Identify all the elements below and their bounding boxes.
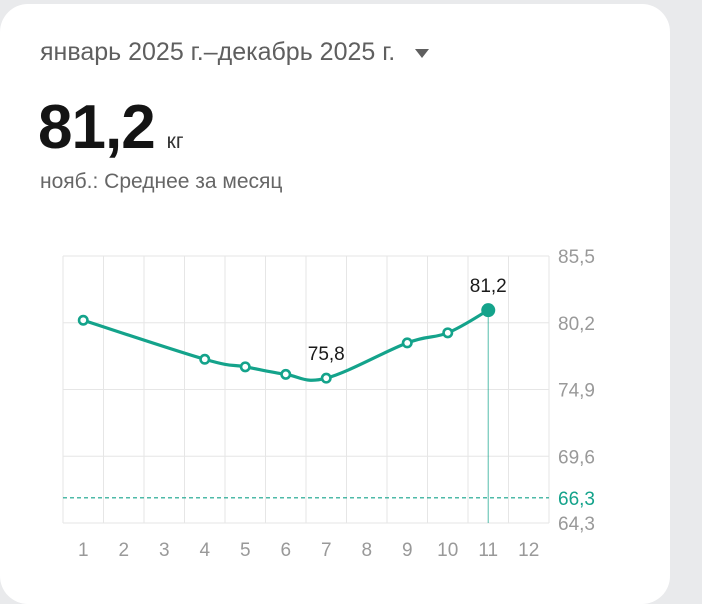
weight-summary-card: январь 2025 г.–декабрь 2025 г. 81,2 кг н…	[0, 4, 670, 604]
x-tick-label: 10	[437, 540, 458, 561]
period-selector[interactable]: январь 2025 г.–декабрь 2025 г.	[40, 38, 430, 67]
y-tick-label: 80,2	[558, 314, 595, 335]
value-row: 81,2 кг	[38, 92, 184, 163]
x-tick-label: 3	[159, 540, 170, 561]
data-point	[77, 314, 89, 326]
x-tick-label: 12	[518, 540, 539, 561]
x-tick-label: 11	[478, 540, 498, 561]
x-tick-label: 9	[402, 540, 413, 561]
x-tick-label: 7	[321, 540, 332, 561]
data-point	[320, 372, 332, 384]
y-tick-label: 64,3	[558, 514, 595, 535]
data-point	[401, 337, 413, 349]
x-tick-label: 6	[280, 540, 291, 561]
chevron-down-icon	[415, 49, 430, 58]
value-unit: кг	[166, 130, 184, 153]
value-subtitle: нояб.: Среднее за месяц	[40, 170, 283, 193]
x-tick-label: 2	[118, 540, 129, 561]
x-tick-label: 5	[240, 540, 251, 561]
weight-line-chart[interactable]: 85,580,274,969,664,31 2 3 4 5 6 7 8 9 10 11 1266,37…	[0, 0, 702, 579]
reference-line-label: 66,3	[558, 489, 595, 510]
data-label: 75,8	[308, 344, 345, 365]
data-point-selected	[481, 303, 496, 318]
data-point	[442, 327, 454, 339]
data-point	[199, 353, 211, 365]
x-tick-label: 8	[361, 540, 372, 561]
data-label: 81,2	[470, 276, 507, 297]
period-label: январь 2025 г.–декабрь 2025 г.	[40, 38, 396, 66]
x-tick-label: 4	[199, 540, 210, 561]
data-point	[280, 368, 292, 380]
current-value: 81,2	[38, 93, 156, 162]
y-tick-label: 85,5	[558, 247, 595, 268]
y-tick-label: 74,9	[558, 381, 595, 402]
x-tick-label: 1	[78, 540, 89, 561]
data-point	[239, 361, 251, 373]
y-tick-label: 69,6	[558, 447, 595, 468]
